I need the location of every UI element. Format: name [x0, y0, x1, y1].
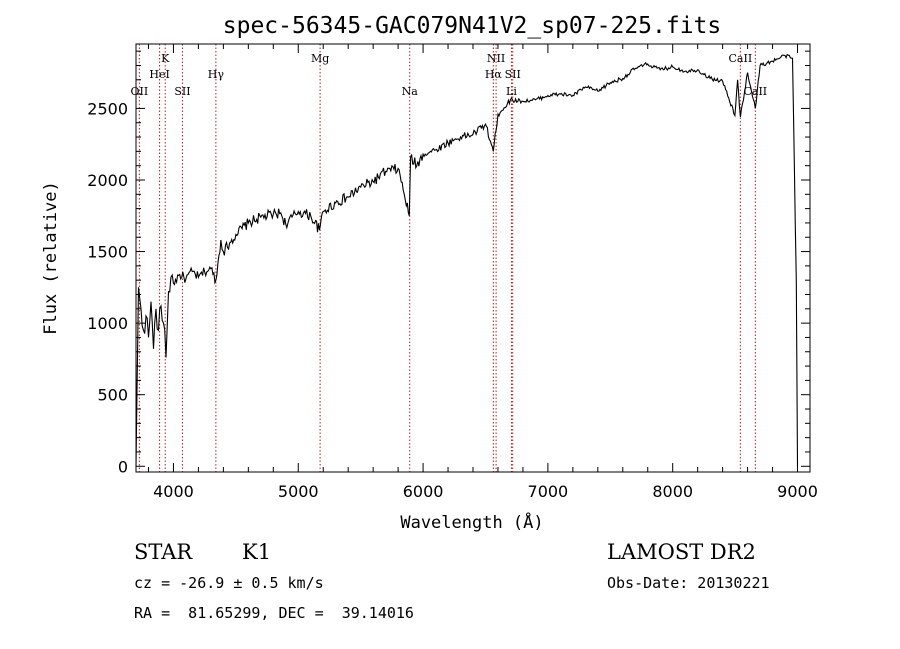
- y-tick-label: 2500: [87, 99, 128, 118]
- spectral-line-label: SII: [174, 85, 190, 98]
- x-tick-label: 8000: [652, 482, 693, 501]
- spectral-line-label: Na: [402, 85, 419, 98]
- x-axis: 4000 5000 6000 7000 8000 9000: [147, 44, 818, 501]
- spectral-line-label: SII: [505, 68, 521, 81]
- object-type: STAR: [134, 540, 193, 564]
- coordinates: RA = 81.65299, DEC = 39.14016: [134, 604, 414, 622]
- spectral-line-label: CaII: [743, 85, 767, 98]
- spectral-line-label: Mg: [311, 52, 329, 65]
- y-tick-label: 0: [118, 457, 128, 476]
- y-tick-label: 500: [97, 386, 128, 405]
- spectral-line-label: Li: [506, 85, 517, 98]
- spectral-line-label: OII: [131, 85, 149, 98]
- spectral-line-label: HeI: [149, 68, 169, 81]
- spectral-line-label: NII: [487, 52, 505, 65]
- spectrum-line: [135, 53, 799, 467]
- spectral-line-label: Hγ: [208, 68, 225, 81]
- y-tick-label: 2000: [87, 171, 128, 190]
- chart-title: spec-56345-GAC079N41V2_sp07-225.fits: [223, 13, 722, 39]
- spectrum-chart: spec-56345-GAC079N41V2_sp07-225.fits OII…: [41, 13, 818, 533]
- x-tick-label: 4000: [153, 482, 194, 501]
- y-axis: 0 500 1000 1500 2000 2500: [87, 50, 810, 476]
- x-tick-label: 5000: [278, 482, 319, 501]
- x-axis-label: Wavelength (Å): [400, 511, 543, 533]
- x-tick-label: 6000: [403, 482, 444, 501]
- redshift: cz = -26.9 ± 0.5 km/s: [134, 574, 324, 592]
- spectral-line-label: CaII: [729, 52, 753, 65]
- survey-name: LAMOST DR2: [607, 540, 756, 564]
- y-tick-label: 1500: [87, 243, 128, 262]
- x-tick-label: 7000: [528, 482, 569, 501]
- obs-date: Obs-Date: 20130221: [607, 574, 770, 592]
- y-axis-label: Flux (relative): [41, 181, 61, 335]
- spectral-line-label: Hα: [485, 68, 503, 81]
- plot-frame: [135, 43, 811, 473]
- y-tick-label: 1000: [87, 314, 128, 333]
- spectral-line-label: K: [161, 52, 170, 65]
- x-tick-label: 9000: [777, 482, 818, 501]
- subclass: K1: [242, 540, 272, 564]
